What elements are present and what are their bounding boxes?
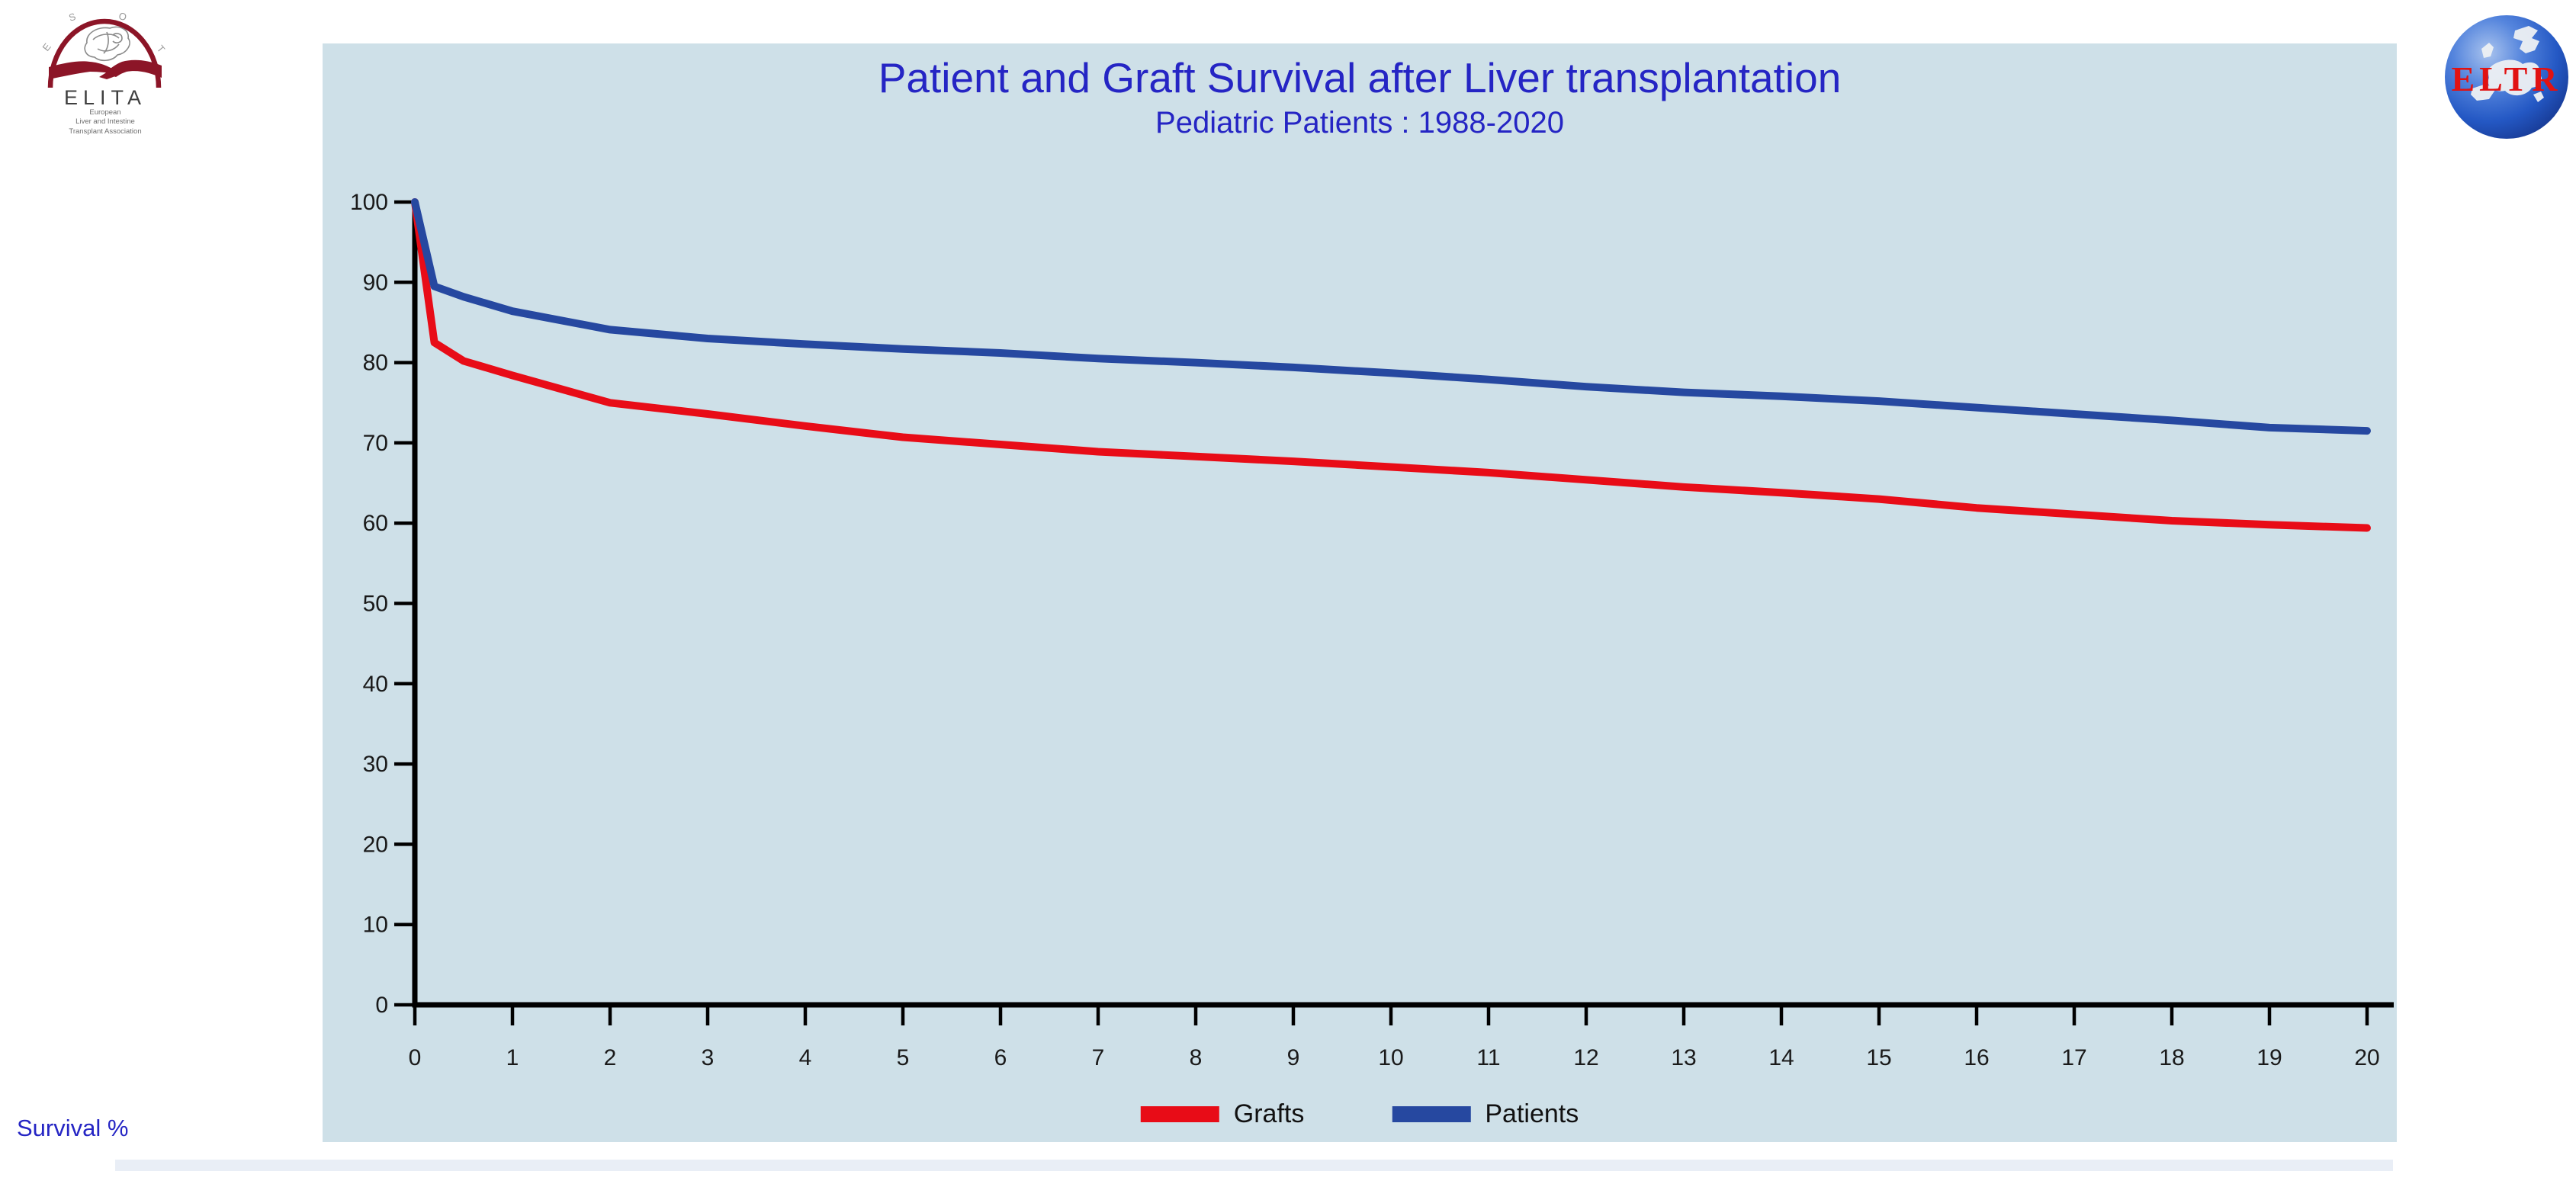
x-tick-label: 13 (1671, 1045, 1696, 1070)
x-tick-label: 6 (994, 1045, 1007, 1070)
elita-subline-3: Transplant Association (69, 127, 141, 136)
x-tick-label: 8 (1190, 1045, 1203, 1070)
x-tick-label: 2 (604, 1045, 617, 1070)
y-tick-label: 20 (363, 832, 388, 857)
x-tick-label: 12 (1573, 1045, 1598, 1070)
x-tick-label: 15 (1866, 1045, 1891, 1070)
x-tick-label: 11 (1476, 1045, 1500, 1070)
x-tick-label: 9 (1287, 1045, 1300, 1070)
x-tick-label: 7 (1092, 1045, 1105, 1070)
elita-wordmark: ELITA (64, 86, 146, 109)
y-tick-label: 70 (363, 431, 388, 456)
esot-letter-s: S (67, 11, 77, 24)
esot-letter-e: E (40, 41, 53, 53)
x-tick-label: 4 (799, 1045, 812, 1070)
liver-sketch-icon (84, 26, 130, 62)
elita-subline-1: European (89, 108, 120, 117)
eltr-wordmark: ELTR (2451, 59, 2562, 98)
y-tick-label: 0 (375, 993, 388, 1018)
chart-subtitle: Pediatric Patients : 1988-2020 (1155, 106, 1564, 140)
europe-map (2471, 26, 2544, 102)
x-tick-label: 16 (1964, 1045, 1989, 1070)
y-tick-label: 90 (363, 270, 388, 295)
elita-arch (47, 18, 162, 88)
x-tick-label: 5 (897, 1045, 910, 1070)
chart-title: Patient and Graft Survival after Liver t… (878, 54, 1842, 101)
x-tick-label: 10 (1378, 1045, 1403, 1070)
y-tick-label: 30 (363, 752, 388, 777)
legend-item-patients: Patients (1392, 1099, 1579, 1129)
legend-label-patients: Patients (1485, 1099, 1579, 1128)
esot-letter-t: T (155, 43, 168, 55)
y-tick-label: 10 (363, 913, 388, 938)
x-tick-label: 1 (506, 1045, 519, 1070)
legend: Grafts Patients (1140, 1099, 1579, 1129)
y-tick-label: 40 (363, 672, 388, 697)
patients-survival-curve (411, 198, 2371, 435)
chart-panel: Patient and Graft Survival after Liver t… (323, 43, 2397, 1142)
hands-icon (49, 59, 162, 79)
x-tick-label: 18 (2159, 1045, 2184, 1070)
eltr-logo: ELTR (2445, 15, 2568, 139)
grafts-line-swatch (1140, 1106, 1219, 1122)
y-axis-caption: Survival % (17, 1115, 129, 1141)
patients-line-swatch (1392, 1106, 1471, 1122)
grafts-survival-curve (411, 198, 2371, 532)
esot-letter-o: O (117, 10, 127, 23)
x-tick-label: 3 (702, 1045, 715, 1070)
y-tick-label: 60 (363, 511, 388, 536)
legend-label-grafts: Grafts (1233, 1099, 1305, 1128)
y-tick-label: 100 (350, 190, 388, 215)
footer-band (115, 1160, 2393, 1171)
x-tick-label: 0 (409, 1045, 422, 1070)
x-tick-label: 17 (2061, 1045, 2086, 1070)
y-tick-label: 50 (363, 592, 388, 617)
y-tick-label: 80 (363, 351, 388, 376)
legend-item-grafts: Grafts (1140, 1099, 1305, 1129)
elita-subline-2: Liver and Intestine (75, 117, 135, 126)
x-tick-label: 14 (1768, 1045, 1794, 1070)
x-tick-label: 19 (2256, 1045, 2282, 1070)
elita-logo: E S O T ELITA European Liver and Intesti… (40, 10, 168, 136)
x-tick-label: 20 (2354, 1045, 2379, 1070)
